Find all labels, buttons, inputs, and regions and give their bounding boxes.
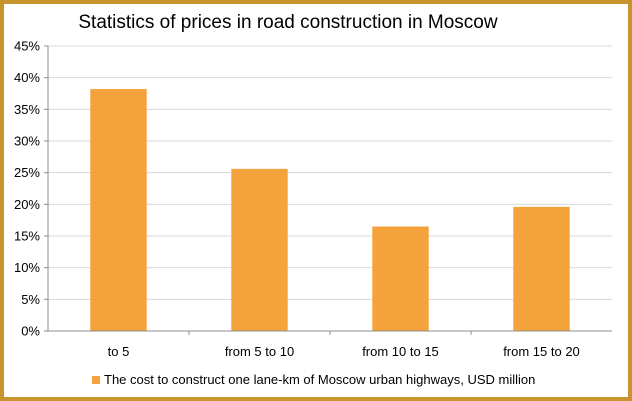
chart-title: Statistics of prices in road constructio… bbox=[78, 12, 498, 33]
y-tick-label: 45% bbox=[14, 39, 40, 54]
y-tick-label: 25% bbox=[14, 165, 40, 180]
x-category-label: to 5 bbox=[108, 344, 130, 359]
bar bbox=[90, 89, 147, 331]
y-tick-label: 35% bbox=[14, 102, 40, 117]
y-tick-label: 30% bbox=[14, 134, 40, 149]
legend-swatch bbox=[92, 376, 100, 384]
bar bbox=[513, 206, 570, 331]
legend-label: The cost to construct one lane-km of Mos… bbox=[104, 372, 535, 387]
x-axis-category-labels: to 5 from 5 to 10 from 10 to 15 from 15 to … bbox=[108, 331, 580, 359]
x-category-label: from 15 to 20 bbox=[503, 344, 580, 359]
y-tick-label: 20% bbox=[14, 197, 40, 212]
y-tick-label: 15% bbox=[14, 229, 40, 244]
bar bbox=[231, 168, 288, 331]
y-tick-label: 5% bbox=[21, 292, 40, 307]
y-tick-label: 10% bbox=[14, 260, 40, 275]
x-category-label: from 5 to 10 bbox=[225, 344, 294, 359]
bar bbox=[372, 226, 429, 331]
y-tick-label: 0% bbox=[21, 324, 40, 339]
bars bbox=[90, 89, 570, 331]
y-tick-label: 40% bbox=[14, 70, 40, 85]
legend: The cost to construct one lane-km of Mos… bbox=[92, 372, 535, 387]
y-axis-tick-labels: 0% 5% 10% 15% 20% 25% 30% 35% 40% 45% bbox=[14, 39, 48, 339]
x-category-label: from 10 to 15 bbox=[362, 344, 439, 359]
